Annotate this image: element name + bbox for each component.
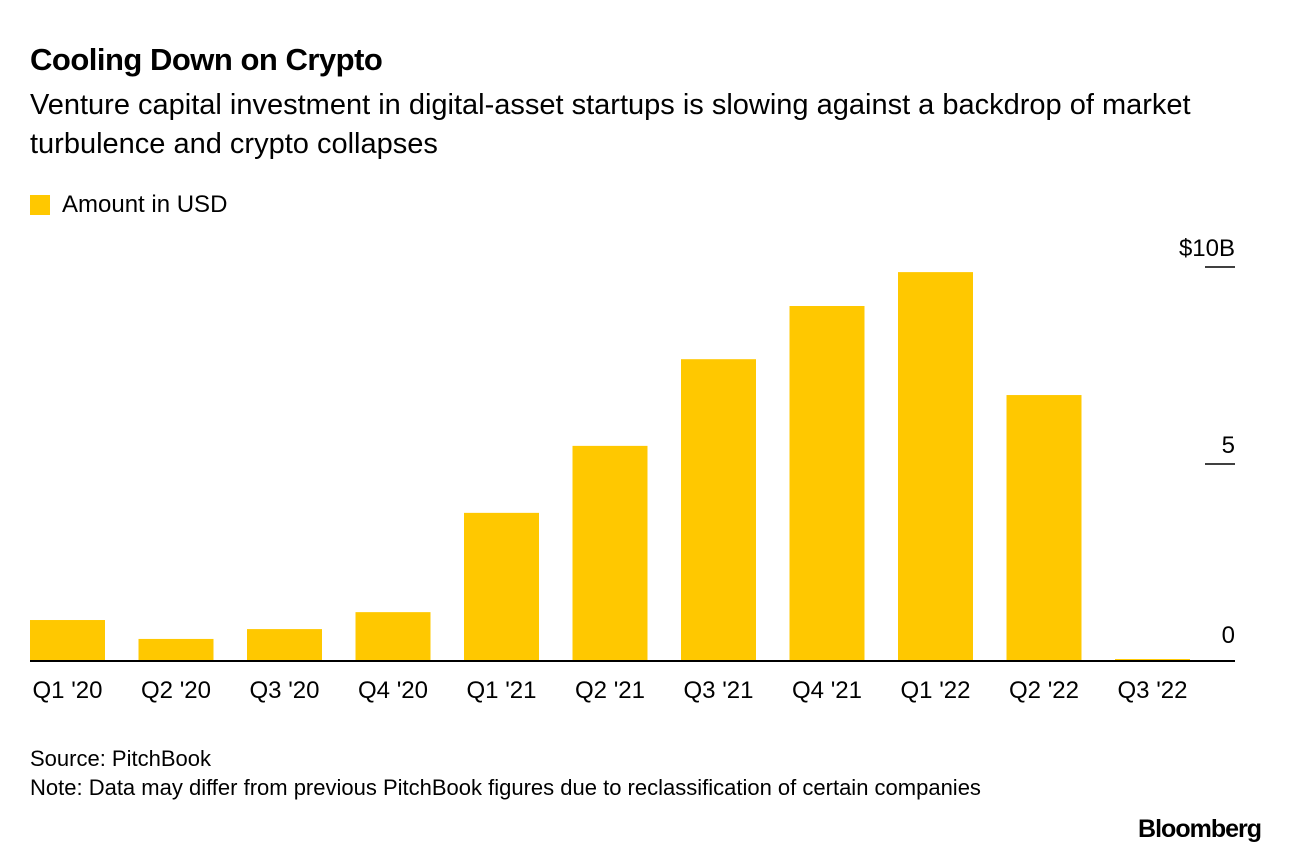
x-tick-label: Q1 '20 [33,677,103,704]
bar [1006,395,1082,661]
note-text: Note: Data may differ from previous Pitc… [30,775,981,800]
x-tick-label: Q4 '21 [792,677,862,704]
x-tick-label: Q2 '20 [141,677,211,704]
x-tick-label: Q2 '21 [575,677,645,704]
bloomberg-logo: Bloomberg [1138,815,1262,843]
bar [138,638,214,661]
x-tick-label: Q3 '22 [1118,677,1188,704]
legend-swatch [30,195,50,215]
bar [355,612,431,661]
x-tick-label: Q1 '21 [467,677,537,704]
x-tick-label: Q3 '21 [684,677,754,704]
bar [247,629,322,661]
bar [464,512,539,661]
y-tick-label: 0 [1222,622,1235,649]
footer: Source: PitchBook Note: Data may differ … [30,744,1030,802]
bar [789,306,865,661]
source-text: Source: PitchBook [30,746,211,771]
legend-label: Amount in USD [62,191,228,218]
x-tick-label: Q4 '20 [358,677,428,704]
legend: Amount in USD [30,191,227,219]
bar [572,445,648,661]
y-tick-label: 5 [1222,432,1235,459]
chart-subtitle: Venture capital investment in digital-as… [30,89,1191,160]
x-tick-label: Q1 '22 [901,677,971,704]
chart-title: Cooling Down on Crypto [30,42,383,77]
bar [30,620,105,661]
y-tick-label: $10B [1179,235,1235,262]
x-tick-label: Q2 '22 [1009,677,1079,704]
bar [898,272,973,661]
x-tick-label: Q3 '20 [250,677,320,704]
bar [681,359,756,661]
